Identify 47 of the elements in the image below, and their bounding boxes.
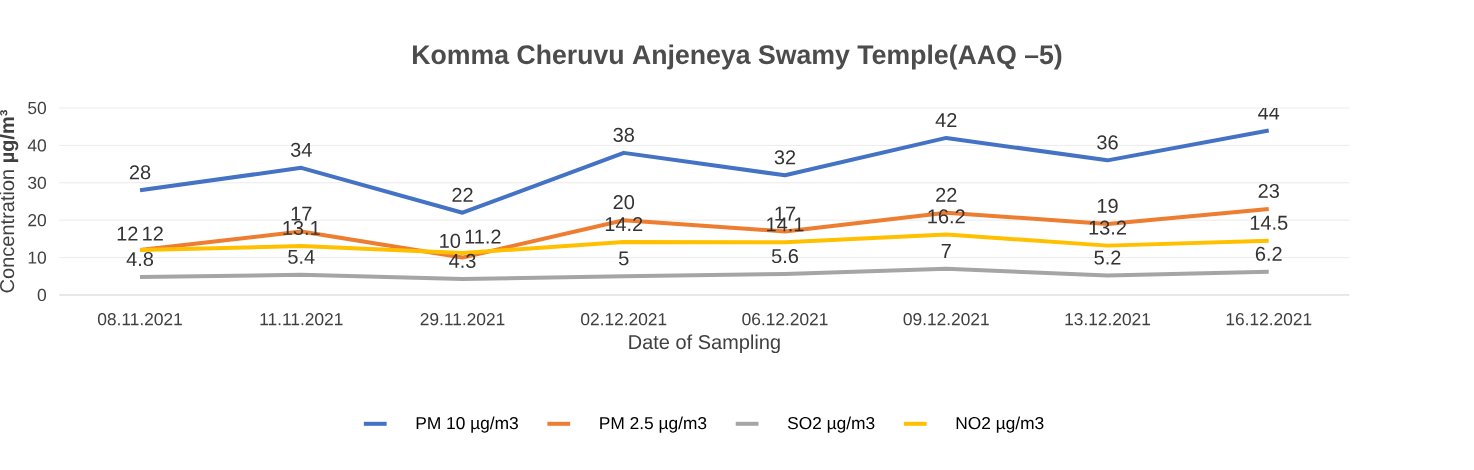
- x-axis-title: Date of Sampling: [629, 334, 780, 354]
- data-label: 6.2: [1255, 246, 1282, 261]
- data-label: 22: [936, 187, 957, 202]
- data-label: 5: [618, 251, 629, 266]
- data-label: 36: [1097, 135, 1118, 150]
- y-tick-label: 40: [27, 139, 47, 152]
- data-label: 20: [613, 195, 635, 210]
- x-tick-label: 02.12.2021: [581, 313, 667, 326]
- x-tick-label: 11.11.2021: [260, 313, 343, 326]
- x-tick-label: 06.12.2021: [742, 313, 828, 326]
- data-label: 34: [290, 142, 312, 157]
- legend-label: SO2 µg/m3: [787, 416, 875, 433]
- legend-label: PM 2.5 µg/m3: [600, 416, 707, 433]
- data-label: 17: [291, 206, 312, 221]
- y-tick-label: 10: [28, 251, 47, 264]
- y-tick-label: 20: [28, 214, 47, 227]
- data-label: 32: [774, 150, 796, 165]
- x-tick-label: 13.12.2021: [1065, 313, 1151, 326]
- data-label: 22: [452, 187, 473, 202]
- data-label: 5.6: [771, 248, 799, 264]
- data-label: 19: [1097, 198, 1118, 213]
- x-tick-label: 09.12.2021: [903, 313, 989, 326]
- y-tick-label: 50: [28, 101, 47, 115]
- data-label: 23: [1258, 183, 1279, 199]
- x-tick-label: 08.11.2021: [97, 313, 182, 326]
- data-label: 4.8: [126, 251, 154, 267]
- data-label: 14.5: [1250, 215, 1288, 230]
- data-label: 7: [941, 244, 951, 258]
- y-tick-label: 30: [28, 176, 47, 189]
- legend-label: PM 10 µg/m3: [416, 416, 518, 433]
- y-tick-label: 0: [37, 288, 47, 302]
- data-label: 28: [129, 165, 151, 180]
- x-tick-label: 16.12.2021: [1226, 313, 1312, 326]
- y-axis-title: Concentration µg/m³: [0, 110, 19, 293]
- data-label: 4.3: [449, 253, 476, 268]
- line-series: [138, 266, 1271, 281]
- data-label: 11.2: [465, 229, 501, 244]
- data-label: 12: [117, 226, 138, 241]
- data-label: 12: [143, 226, 163, 241]
- data-label: 5.2: [1094, 250, 1121, 265]
- data-label: 10: [440, 233, 461, 248]
- data-label: 38: [613, 127, 634, 142]
- data-label: 42: [935, 113, 957, 127]
- data-label: 5.4: [288, 249, 315, 264]
- x-tick-label: 29.11.2021: [420, 313, 505, 326]
- chart-title: Komma Cheruvu Anjeneya Swamy Temple(AAQ –5): [413, 44, 1062, 70]
- legend-label: NO2 µg/m3: [956, 416, 1044, 433]
